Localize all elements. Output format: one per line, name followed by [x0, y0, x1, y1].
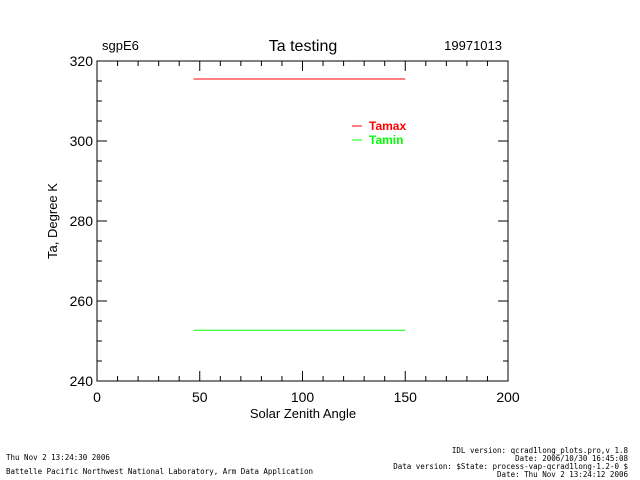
footer-data-date: Date: Thu Nov 2 13:24:12 2006	[497, 470, 628, 479]
series-lines	[193, 78, 406, 331]
y-tick-label: 300	[70, 133, 94, 149]
plot-frame	[96, 60, 509, 382]
footer-idl-version: IDL version: qcrad1long_plots.pro,v 1.8	[451, 446, 628, 455]
x-axis-label: Solar Zenith Angle	[250, 406, 356, 421]
y-tick-label: 280	[70, 213, 94, 229]
y-tick-label: 320	[70, 53, 94, 69]
x-tick-label: 0	[93, 389, 101, 405]
chart-title: Ta testing	[269, 38, 337, 55]
minor-ticks	[97, 61, 508, 381]
major-ticks	[96, 60, 509, 382]
date-label: 19971013	[444, 38, 502, 53]
x-tick-label: 50	[192, 389, 208, 405]
footer-timestamp: Thu Nov 2 13:24:30 2006	[6, 453, 110, 462]
legend-label-tamax: Tamax	[369, 119, 406, 133]
legend-label-tamin: Tamin	[369, 133, 403, 147]
tick-labels: 0 50 100 150 200 240 260 280 300 320	[70, 53, 520, 405]
x-tick-label: 150	[394, 389, 418, 405]
x-tick-label: 200	[496, 389, 520, 405]
footer-data-version: Data version: $State: process-vap-qcrad1…	[393, 462, 628, 471]
y-tick-label: 240	[70, 373, 94, 389]
y-tick-label: 260	[70, 293, 94, 309]
footer-idl-date: Date: 2006/10/30 16:45:08	[515, 454, 628, 463]
footer-organization: Battelle Pacific Northwest National Labo…	[6, 467, 314, 476]
x-tick-label: 100	[291, 389, 315, 405]
y-axis-label: Ta, Degree K	[45, 183, 60, 259]
site-label: sgpE6	[102, 38, 139, 53]
